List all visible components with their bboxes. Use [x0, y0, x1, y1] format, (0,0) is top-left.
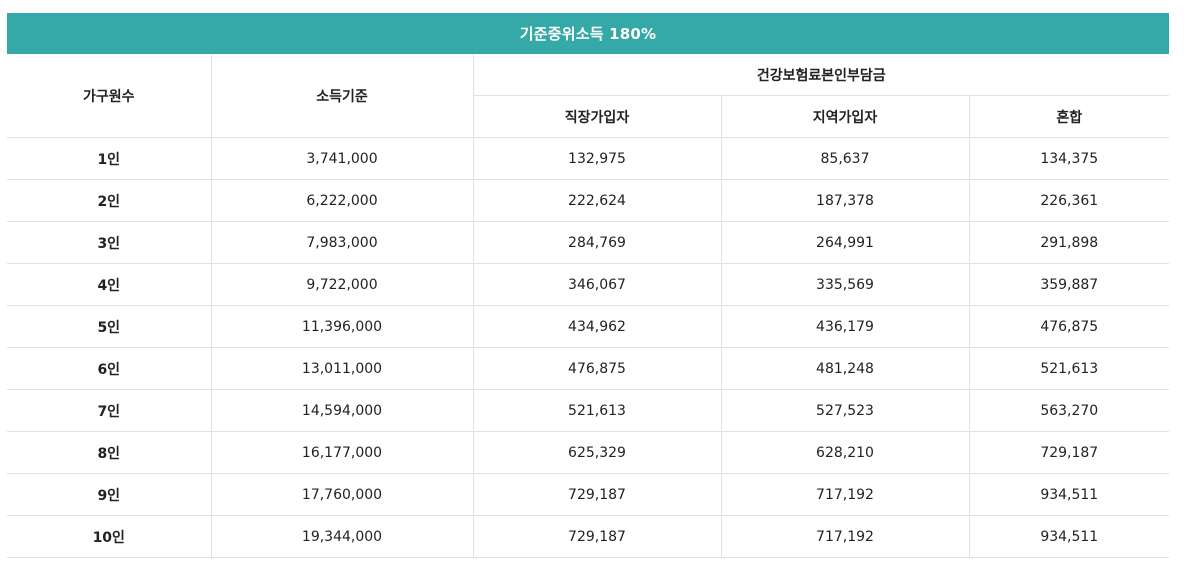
table-row: 9인 17,760,000 729,187 717,192 934,511	[7, 473, 1170, 516]
cell-income: 14,594,000	[210, 389, 473, 432]
table-row: 2인 6,222,000 222,624 187,378 226,361	[7, 179, 1170, 222]
cell-income: 3,741,000	[210, 137, 473, 180]
cell-regional: 628,210	[720, 431, 969, 474]
table-row: 8인 16,177,000 625,329 628,210 729,187	[7, 431, 1170, 474]
cell-household: 9인	[7, 473, 211, 516]
cell-household: 10인	[7, 515, 211, 558]
table-row: 3인 7,983,000 284,769 264,991 291,898	[7, 221, 1170, 264]
cell-household: 5인	[7, 305, 211, 348]
cell-income: 16,177,000	[210, 431, 473, 474]
cell-mixed: 476,875	[968, 305, 1170, 348]
cell-household: 4인	[7, 263, 211, 306]
cell-workplace: 476,875	[472, 347, 721, 390]
header-income: 소득기준	[210, 54, 473, 138]
table-row: 4인 9,722,000 346,067 335,569 359,887	[7, 263, 1170, 306]
cell-income: 19,344,000	[210, 515, 473, 558]
cell-household: 7인	[7, 389, 211, 432]
table-body: 1인 3,741,000 132,975 85,637 134,375 2인 6…	[7, 137, 1170, 558]
cell-regional: 481,248	[720, 347, 969, 390]
table-title-banner: 기준중위소득 180%	[7, 13, 1169, 54]
cell-regional: 335,569	[720, 263, 969, 306]
header-workplace: 직장가입자	[472, 95, 721, 138]
cell-income: 11,396,000	[210, 305, 473, 348]
cell-regional: 264,991	[720, 221, 969, 264]
income-table-container: 기준중위소득 180% 가구원수 소득기준 건강보험료본인부담금 직장가입자 지…	[7, 13, 1170, 558]
cell-mixed: 563,270	[968, 389, 1170, 432]
cell-workplace: 625,329	[472, 431, 721, 474]
cell-regional: 717,192	[720, 515, 969, 558]
cell-mixed: 134,375	[968, 137, 1170, 180]
cell-mixed: 226,361	[968, 179, 1170, 222]
cell-workplace: 132,975	[472, 137, 721, 180]
cell-income: 13,011,000	[210, 347, 473, 390]
cell-workplace: 346,067	[472, 263, 721, 306]
table-header: 가구원수 소득기준 건강보험료본인부담금 직장가입자 지역가입자 혼합	[7, 54, 1170, 138]
cell-workplace: 729,187	[472, 473, 721, 516]
cell-income: 9,722,000	[210, 263, 473, 306]
cell-regional: 436,179	[720, 305, 969, 348]
table-row: 6인 13,011,000 476,875 481,248 521,613	[7, 347, 1170, 390]
cell-mixed: 934,511	[968, 515, 1170, 558]
table-row: 10인 19,344,000 729,187 717,192 934,511	[7, 515, 1170, 558]
cell-regional: 527,523	[720, 389, 969, 432]
cell-regional: 717,192	[720, 473, 969, 516]
cell-workplace: 284,769	[472, 221, 721, 264]
header-insurance-group: 건강보험료본인부담금	[472, 54, 1170, 96]
cell-household: 1인	[7, 137, 211, 180]
cell-income: 7,983,000	[210, 221, 473, 264]
cell-regional: 85,637	[720, 137, 969, 180]
cell-regional: 187,378	[720, 179, 969, 222]
cell-income: 6,222,000	[210, 179, 473, 222]
cell-income: 17,760,000	[210, 473, 473, 516]
cell-mixed: 359,887	[968, 263, 1170, 306]
cell-mixed: 291,898	[968, 221, 1170, 264]
header-mixed: 혼합	[968, 95, 1170, 138]
cell-household: 8인	[7, 431, 211, 474]
table-row: 1인 3,741,000 132,975 85,637 134,375	[7, 137, 1170, 180]
cell-workplace: 521,613	[472, 389, 721, 432]
income-table: 가구원수 소득기준 건강보험료본인부담금 직장가입자 지역가입자 혼합 1인 3…	[7, 54, 1170, 558]
header-regional: 지역가입자	[720, 95, 969, 138]
cell-household: 2인	[7, 179, 211, 222]
cell-workplace: 222,624	[472, 179, 721, 222]
cell-household: 6인	[7, 347, 211, 390]
cell-mixed: 934,511	[968, 473, 1170, 516]
header-household: 가구원수	[7, 54, 211, 138]
cell-household: 3인	[7, 221, 211, 264]
cell-mixed: 521,613	[968, 347, 1170, 390]
table-row: 5인 11,396,000 434,962 436,179 476,875	[7, 305, 1170, 348]
cell-workplace: 729,187	[472, 515, 721, 558]
cell-mixed: 729,187	[968, 431, 1170, 474]
cell-workplace: 434,962	[472, 305, 721, 348]
table-row: 7인 14,594,000 521,613 527,523 563,270	[7, 389, 1170, 432]
